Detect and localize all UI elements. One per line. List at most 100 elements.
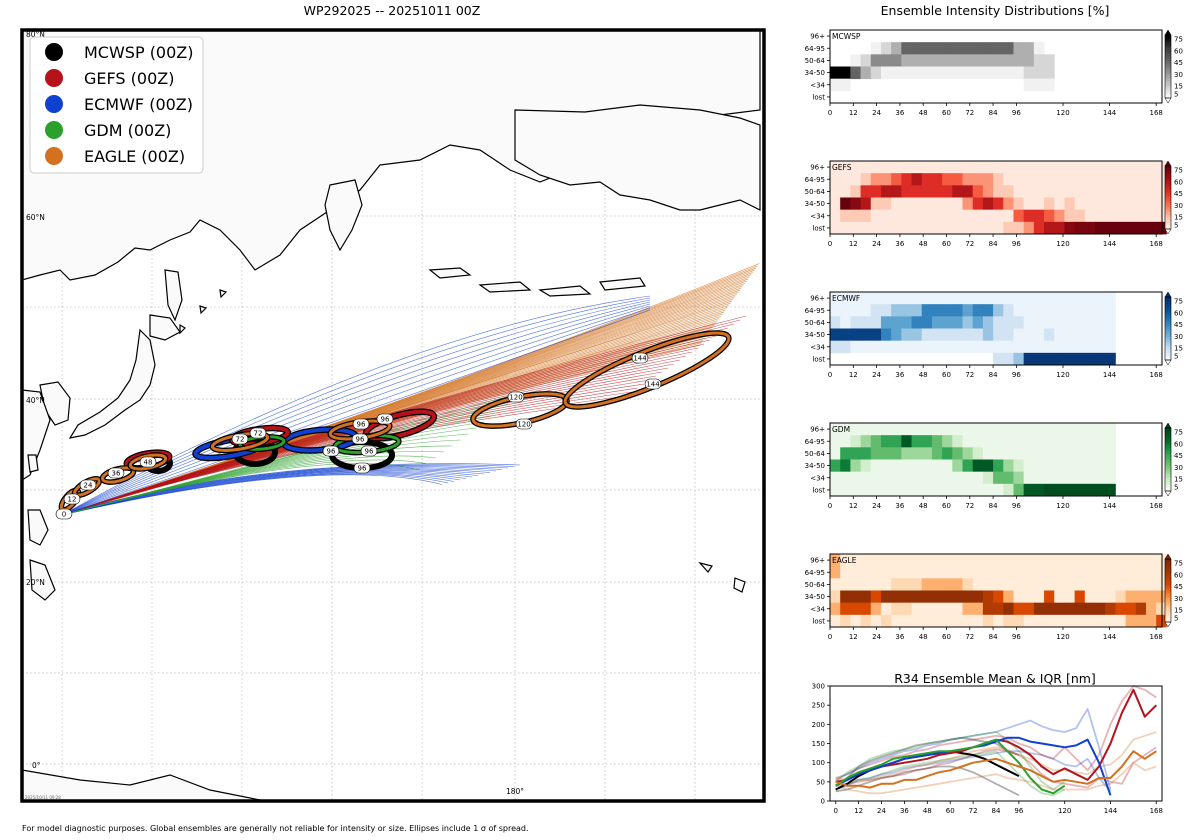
heatmap-cell: [921, 292, 933, 305]
colorbar-tick-label: 45: [1174, 59, 1183, 67]
heatmap-cell: [942, 185, 953, 198]
heatmap-cell: [931, 435, 943, 448]
heatmap-cell: [1003, 197, 1014, 211]
colorbar-segment: [1165, 323, 1171, 326]
heatmap-cell: [901, 554, 912, 567]
heatmap-cell: [1023, 185, 1035, 198]
heatmap-cell: [942, 590, 953, 604]
heatmap-cell: [993, 566, 1004, 579]
heatmap-cell: [942, 554, 953, 567]
landmass-aleutian-4: [598, 277, 647, 291]
colorbar-segment: [1165, 435, 1171, 438]
colorbar-segment: [1165, 581, 1171, 584]
heatmap-xtick-label: 0: [828, 633, 832, 641]
colorbar-segment: [1165, 610, 1171, 614]
heatmap-cell: [880, 459, 892, 473]
colorbar-tick-label: 15: [1174, 214, 1183, 222]
heatmap-xtick-label: 48: [919, 240, 928, 248]
heatmap-colorbar: 515 30 45 60 75: [1164, 160, 1183, 235]
heatmap-cell: [931, 602, 943, 616]
heatmap-cell: [993, 42, 1004, 55]
heatmap-cell: [870, 42, 882, 55]
heatmap-cell: [931, 197, 943, 211]
heatmap-cell: [993, 435, 1004, 448]
heatmap-xtick-label: 24: [872, 502, 881, 510]
heatmap-cell: [982, 42, 994, 55]
heatmap-cell: [840, 197, 851, 211]
heatmap-cell: [1044, 54, 1055, 67]
heatmap-cell: [911, 471, 923, 485]
colorbar-segment: [1165, 303, 1171, 306]
heatmap-xtick-label: 96: [1012, 240, 1021, 248]
heatmap-cell: [850, 66, 861, 80]
colorbar-segment: [1165, 88, 1171, 91]
colorbar-segment: [1165, 618, 1171, 621]
heatmap-cell: [1054, 185, 1065, 198]
heatmap-cell: [1044, 292, 1055, 305]
heatmap-cell: [1074, 435, 1086, 448]
heatmap-cell: [1105, 173, 1116, 186]
heatmap-cell: [1115, 578, 1126, 591]
heatmap-xtick-label: 120: [1056, 240, 1069, 248]
heatmap-cell: [840, 292, 851, 305]
colorbar-segment: [1165, 459, 1171, 462]
heatmap-cell: [1054, 578, 1065, 591]
heatmap-cell: [982, 614, 994, 628]
colorbar-extend-top: [1164, 29, 1172, 36]
colorbar-segment: [1165, 453, 1171, 456]
colorbar-extend-bottom: [1164, 490, 1172, 497]
heatmap-cell: [1105, 614, 1116, 628]
heatmap-row-label: lost: [812, 355, 825, 363]
heatmap-cell: [993, 328, 1004, 342]
heatmap-cell: [982, 161, 994, 174]
heatmap-cell: [911, 161, 923, 174]
heatmap-cell: [1003, 54, 1014, 67]
heatmap-cell: [1105, 590, 1116, 604]
heatmap-cell: [931, 316, 943, 329]
heatmap-cell: [1003, 614, 1014, 628]
heatmap-cell: [830, 423, 841, 436]
heatmap-xtick-label: 84: [989, 633, 998, 641]
heatmap-cell: [870, 602, 882, 616]
heatmap-cell: [1156, 209, 1167, 223]
heatmap-cell: [921, 423, 933, 436]
heatmap-cell: [1033, 54, 1045, 67]
heatmap-cell: [942, 566, 953, 579]
heatmap-cell: [1064, 221, 1076, 235]
colorbar-tick-label: 15: [1174, 607, 1183, 615]
heatmap-cell: [952, 209, 963, 223]
heatmap-cell: [901, 423, 912, 436]
heatmap-cell: [1013, 209, 1025, 223]
heatmap-xtick-label: 120: [1056, 371, 1069, 379]
heatmap-cell: [1074, 340, 1086, 354]
heatmap-cell: [993, 185, 1004, 198]
heatmap-cell: [1054, 340, 1065, 354]
map-frame: [20, 28, 766, 803]
heatmap-cell: [840, 566, 851, 579]
heatmap-cell: [1033, 197, 1045, 211]
colorbar-segment: [1165, 72, 1171, 75]
heatmap-cell: [1095, 614, 1106, 628]
heatmap-cell: [891, 66, 902, 80]
heatmap-cell: [830, 566, 841, 579]
heatmap-cell: [962, 483, 974, 497]
heatmap-cell: [850, 423, 861, 436]
r34-ytick-label: 300: [812, 683, 825, 691]
heatmap-cell: [830, 340, 841, 354]
heatmap-cell: [972, 566, 984, 579]
colorbar-segment: [1165, 80, 1171, 83]
ellipse-label-ecmwf-96: 96: [322, 445, 340, 457]
heatmap-cell: [1003, 42, 1014, 55]
heatmap-cell: [931, 471, 943, 485]
landmass-japan-honshu: [68, 328, 156, 439]
colorbar-segment: [1165, 326, 1171, 329]
colorbar-tick-label: 15: [1174, 83, 1183, 91]
heatmap-cell: [830, 471, 841, 485]
heatmap-cell: [1105, 554, 1116, 567]
heatmap-cell: [830, 483, 841, 497]
heatmap-xtick-label: 48: [919, 371, 928, 379]
heatmap-cell: [1003, 423, 1014, 436]
heatmap-row-label: 34-50: [805, 200, 825, 208]
r34-xtick-label: 96: [1014, 807, 1023, 815]
heatmap-cell: [891, 554, 902, 567]
